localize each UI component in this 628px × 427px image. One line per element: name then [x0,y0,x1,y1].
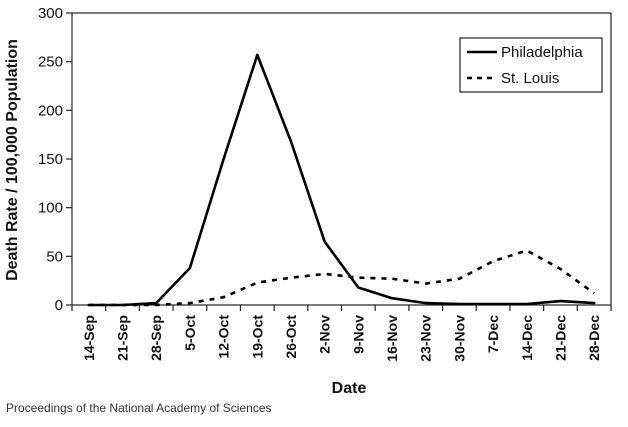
x-tick-label: 26-Oct [283,315,299,359]
x-tick-label: 2-Nov [317,315,333,354]
x-tick-label: 14-Dec [519,315,535,361]
series-line-st-louis [88,249,595,307]
x-tick-label: 21-Dec [552,315,568,361]
x-tick-label: 21-Sep [115,315,131,361]
legend: Philadelphia St. Louis [459,37,603,93]
y-tick-label: 250 [38,54,63,71]
legend-label-philadelphia: Philadelphia [501,44,583,61]
x-tick-label: 12-Oct [216,315,232,359]
x-tick-label: 5-Oct [182,315,198,351]
y-axis-title: Death Rate / 100,000 Population [4,39,21,281]
x-axis-title: Date [332,380,367,397]
x-tick-label: 16-Nov [384,315,400,362]
y-tick-label: 50 [46,248,63,265]
x-tick-label: 19-Oct [249,315,265,359]
x-tick-label: 9-Nov [350,315,366,354]
legend-box [459,37,603,93]
x-tick-label: 28-Sep [148,315,164,361]
source-credit: Proceedings of the National Academy of S… [6,401,272,415]
y-tick-label: 100 [38,200,63,217]
y-tick-label: 300 [38,5,63,22]
y-tick-label: 0 [55,297,63,314]
x-tick-label: 28-Dec [586,315,602,361]
x-tick-label: 23-Nov [418,315,434,362]
y-tick-label: 200 [38,102,63,119]
series-line-philadelphia [87,53,596,307]
line-chart: 0 50 100 150 200 250 300 14-Sep 21-Sep 28-Sep 5-Oc… [4,5,612,397]
legend-label-st-louis: St. Louis [501,70,559,87]
y-tick-label: 150 [38,151,63,168]
x-tick-label: 7-Dec [485,315,501,353]
x-tick-label: 14-Sep [81,315,97,361]
x-tick-label: 30-Nov [451,315,467,362]
